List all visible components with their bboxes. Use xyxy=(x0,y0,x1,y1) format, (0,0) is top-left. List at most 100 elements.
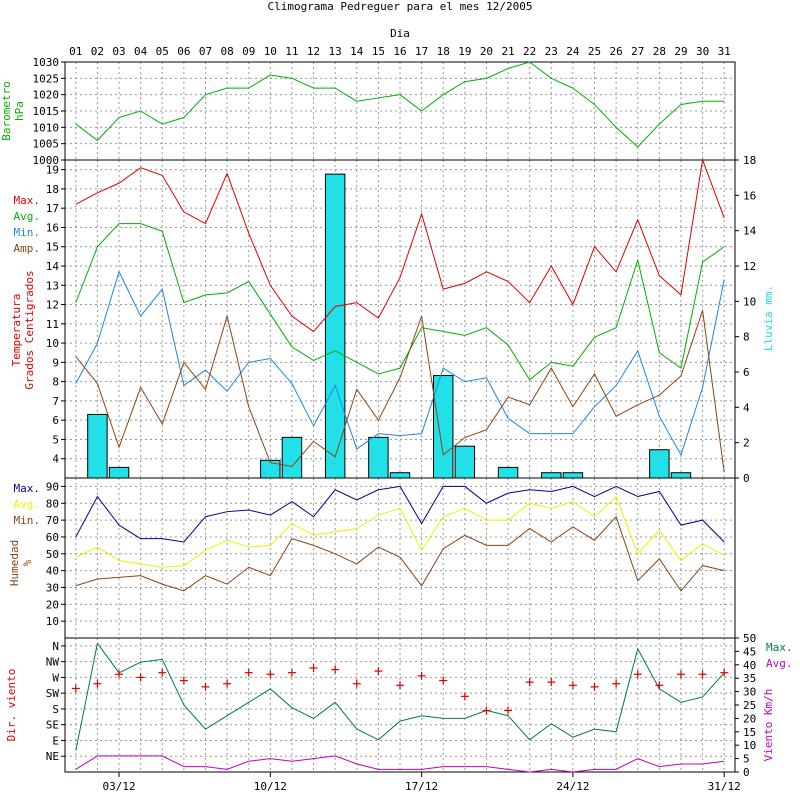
barometer-ytick-label: 1010 xyxy=(33,121,60,134)
wind-dir-point xyxy=(331,665,340,674)
day-label: 27 xyxy=(631,45,644,58)
rain-bar xyxy=(497,466,519,479)
wind-dir-point xyxy=(590,682,599,691)
wind-dir-point xyxy=(93,679,102,688)
wind-speed-y2tick-label: 20 xyxy=(743,712,756,725)
day-label: 06 xyxy=(177,45,190,58)
day-label: 12 xyxy=(307,45,320,58)
bottom-date-label: 24/12 xyxy=(556,780,589,793)
humidity-ytick-label: 70 xyxy=(46,514,59,527)
day-label: 07 xyxy=(199,45,212,58)
wind-dir-point xyxy=(115,670,124,679)
humidity-ytick-label: 60 xyxy=(46,531,59,544)
wind-dir-point xyxy=(352,679,361,688)
bottom-date-label: 17/12 xyxy=(405,780,438,793)
temperature-ylabel: TemperaturaGrados Centigrados xyxy=(10,270,36,389)
barometer-ylabel-line: Barometro xyxy=(0,81,13,141)
day-label: 02 xyxy=(91,45,104,58)
barometer-ytick-label: 1015 xyxy=(33,105,60,118)
wind-dir-ylabel: Dir. viento xyxy=(5,669,18,742)
day-label: 26 xyxy=(610,45,623,58)
wind-speed-y2tick-label: 50 xyxy=(743,632,756,645)
day-label: 17 xyxy=(415,45,428,58)
humidity-ytick-label: 90 xyxy=(46,480,59,493)
wind-dir-point xyxy=(417,671,426,680)
wind-line-max xyxy=(75,642,725,751)
temperature-line-max xyxy=(75,158,725,333)
rain-bar xyxy=(670,472,692,479)
temperature-legend-entry: Max. xyxy=(14,194,41,207)
top-axis-label: Dia xyxy=(390,27,410,40)
wind-dir-point xyxy=(698,670,707,679)
day-label: 03 xyxy=(112,45,125,58)
wind-dir-point xyxy=(179,676,188,685)
humidity-line-min xyxy=(75,515,725,592)
wind-speed-y2tick-label: 30 xyxy=(743,686,756,699)
bottom-date-label: 10/12 xyxy=(254,780,287,793)
rain-bar xyxy=(368,436,389,479)
temperature-ytick-label: 5 xyxy=(52,433,59,446)
humidity-ytick-label: 30 xyxy=(46,581,59,594)
wind-line-avg xyxy=(75,755,725,773)
day-label: 31 xyxy=(718,45,731,58)
temperature-ylabel-line: Grados Centigrados xyxy=(23,270,36,389)
wind-dir-point xyxy=(287,668,296,677)
day-label: 21 xyxy=(501,45,514,58)
wind-dir-label: SE xyxy=(46,719,59,732)
rain-y2tick-label: 8 xyxy=(743,331,750,344)
temperature-panel: 4 5 6 7 8 9 10 11 12 13 14 15 16 17 18 19 0 2 4 6 8 10 12 14 16 1… xyxy=(10,154,775,485)
wind-dir-point xyxy=(676,670,685,679)
rain-bar xyxy=(541,472,562,479)
day-label: 09 xyxy=(242,45,255,58)
day-label: 13 xyxy=(329,45,342,58)
rain-y2tick-label: 6 xyxy=(743,366,750,379)
rain-y2tick-label: 14 xyxy=(743,225,757,238)
rain-ylabel: Lluvia mm. xyxy=(762,285,775,351)
wind-dir-label: NE xyxy=(46,750,59,763)
wind-dir-point xyxy=(482,706,491,715)
temperature-ylabel-line: Temperatura xyxy=(10,294,23,367)
rain-y2tick-label: 10 xyxy=(743,295,756,308)
humidity-ytick-label: 10 xyxy=(46,615,59,628)
temperature-ytick-label: 11 xyxy=(46,318,59,331)
rain-y2tick-label: 18 xyxy=(743,154,756,167)
barometer-ylabel-line: hPa xyxy=(13,101,26,121)
rain-ylabel-line: Lluvia mm. xyxy=(762,285,775,351)
day-label: 04 xyxy=(134,45,148,58)
temperature-ytick-label: 17 xyxy=(46,202,59,215)
day-labels: 01 02 03 04 05 06 07 08 09 10 11 12 13 14 15 16 17 18 19 20… xyxy=(69,45,731,58)
rain-bar xyxy=(562,472,584,479)
humidity-legend-entry: Avg. xyxy=(14,498,41,511)
chart-panels: 1000100510101015102010251030BarometrohPa… xyxy=(0,56,793,779)
day-label: 22 xyxy=(523,45,536,58)
temperature-ytick-label: 16 xyxy=(46,221,59,234)
barometer-ylabel: BarometrohPa xyxy=(0,81,26,141)
rain-bar xyxy=(324,173,346,479)
bottom-date-label: 31/12 xyxy=(708,780,741,793)
humidity-ylabel: Humedad% xyxy=(8,540,34,586)
day-label: 24 xyxy=(566,45,580,58)
wind-legend-entry: Max. xyxy=(766,641,793,654)
wind-legend-entry: Avg. xyxy=(766,657,793,670)
humidity-ytick-label: 80 xyxy=(46,497,59,510)
temperature-ytick-label: 4 xyxy=(52,453,59,466)
day-label: 29 xyxy=(674,45,687,58)
wind-dir-point xyxy=(158,668,167,677)
humidity-ytick-label: 40 xyxy=(46,565,59,578)
wind-dir-label: E xyxy=(52,734,59,747)
wind-dir-point xyxy=(504,706,513,715)
wind-dir-point xyxy=(525,678,534,687)
wind-dir-point xyxy=(460,692,469,701)
humidity-ytick-label: 20 xyxy=(46,598,59,611)
temperature-ytick-label: 8 xyxy=(52,376,59,389)
wind-dir-point xyxy=(633,670,642,679)
wind-dir-point xyxy=(136,673,145,682)
day-label: 19 xyxy=(458,45,471,58)
temperature-ytick-label: 13 xyxy=(46,279,59,292)
humidity-ytick-label: 50 xyxy=(46,548,59,561)
barometer-line xyxy=(75,61,725,148)
wind-speed-y2tick-label: 10 xyxy=(743,739,756,752)
temperature-legend-entry: Min. xyxy=(14,226,41,239)
wind-dir-label: S xyxy=(52,703,59,716)
